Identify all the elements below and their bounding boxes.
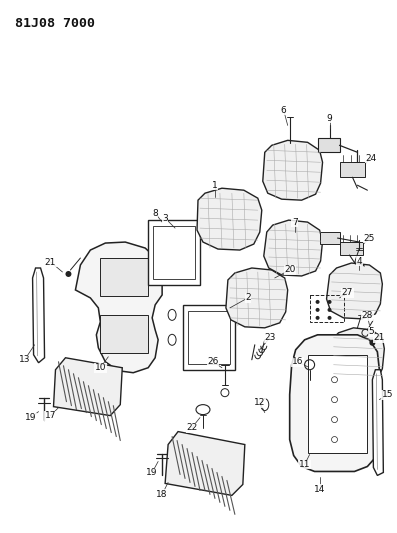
Polygon shape xyxy=(148,220,200,285)
Circle shape xyxy=(316,316,320,320)
Text: 16: 16 xyxy=(292,357,303,366)
Text: 13: 13 xyxy=(19,356,30,364)
Text: 14: 14 xyxy=(314,485,325,494)
Text: 21: 21 xyxy=(45,257,56,266)
Polygon shape xyxy=(100,258,148,296)
Circle shape xyxy=(66,271,71,277)
Text: 27: 27 xyxy=(342,288,353,297)
Polygon shape xyxy=(188,311,230,364)
Polygon shape xyxy=(54,358,122,416)
Circle shape xyxy=(328,316,331,320)
Circle shape xyxy=(369,340,376,346)
Polygon shape xyxy=(183,305,235,370)
Text: 15: 15 xyxy=(382,390,393,399)
Text: 23: 23 xyxy=(264,333,276,342)
Text: 1: 1 xyxy=(212,181,218,190)
Polygon shape xyxy=(329,328,384,384)
Text: 20: 20 xyxy=(284,265,295,274)
Text: 24: 24 xyxy=(366,154,377,163)
Polygon shape xyxy=(33,268,44,363)
Text: 28: 28 xyxy=(362,311,373,320)
Polygon shape xyxy=(264,220,323,276)
Text: 25: 25 xyxy=(364,233,375,243)
Polygon shape xyxy=(339,162,365,177)
Text: 4: 4 xyxy=(357,256,362,265)
Polygon shape xyxy=(327,263,382,319)
Text: 7: 7 xyxy=(292,217,297,227)
Text: 81J08 7000: 81J08 7000 xyxy=(15,17,94,30)
Text: 11: 11 xyxy=(299,460,310,469)
Circle shape xyxy=(328,300,331,304)
Polygon shape xyxy=(197,188,262,250)
Text: 19: 19 xyxy=(25,413,37,422)
Polygon shape xyxy=(372,370,384,475)
Text: 19: 19 xyxy=(146,468,158,477)
Text: 21: 21 xyxy=(374,333,385,342)
Text: 3: 3 xyxy=(162,214,168,223)
Polygon shape xyxy=(308,355,367,453)
Polygon shape xyxy=(226,268,288,328)
Polygon shape xyxy=(318,139,339,152)
Polygon shape xyxy=(320,232,339,244)
Text: 26: 26 xyxy=(207,357,219,366)
Polygon shape xyxy=(339,242,363,255)
Polygon shape xyxy=(165,432,245,495)
Text: 2: 2 xyxy=(245,294,251,302)
Text: 17: 17 xyxy=(45,411,56,420)
Polygon shape xyxy=(290,335,380,472)
Circle shape xyxy=(316,300,320,304)
Text: 8: 8 xyxy=(152,208,158,217)
Text: 5: 5 xyxy=(368,327,374,336)
Circle shape xyxy=(316,308,320,312)
Polygon shape xyxy=(153,226,195,279)
Polygon shape xyxy=(100,315,148,353)
Text: 22: 22 xyxy=(187,423,198,432)
Text: 18: 18 xyxy=(156,490,168,499)
Circle shape xyxy=(328,308,331,312)
Text: 10: 10 xyxy=(94,363,106,372)
Text: 9: 9 xyxy=(327,114,332,123)
Text: 6: 6 xyxy=(281,106,287,115)
Polygon shape xyxy=(75,242,162,373)
Text: 12: 12 xyxy=(254,398,266,407)
Polygon shape xyxy=(263,140,323,200)
